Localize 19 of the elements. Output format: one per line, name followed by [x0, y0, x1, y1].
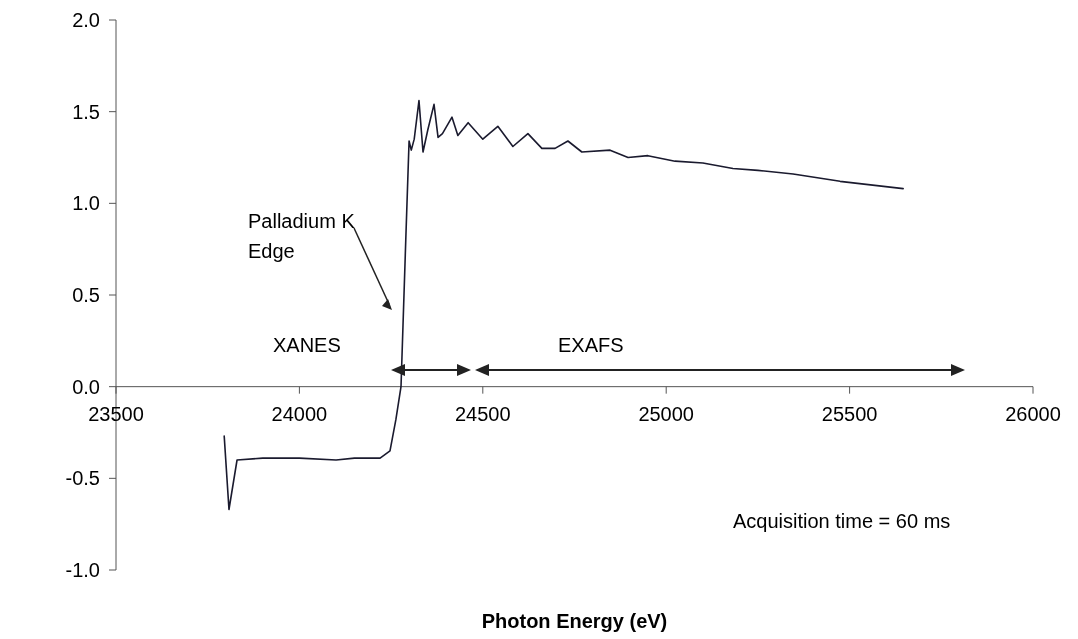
annotation: XANES	[273, 334, 341, 356]
y-tick-label: -0.5	[65, 467, 100, 490]
line-series	[223, 99, 904, 511]
x-tick-label: 26000	[1005, 402, 1061, 425]
x-tick-label: 25000	[638, 402, 695, 425]
x-axis-title: Photon Energy (eV)	[481, 610, 668, 632]
annotation: EXAFS	[558, 334, 624, 356]
x-tick-label: 23500	[88, 402, 144, 425]
x-tick-label: 25500	[821, 402, 878, 425]
y-tick-label: 1.0	[72, 192, 100, 215]
x-tick-label: 24000	[271, 402, 328, 425]
annotation: Acquisition time = 60 ms	[733, 510, 951, 532]
x-tick-label: 24500	[454, 402, 511, 425]
y-tick-label: 1.5	[72, 100, 100, 123]
y-tick-label: 0.5	[72, 284, 100, 306]
y-tick-label: 0.0	[72, 375, 100, 398]
y-tick-label: 2.0	[72, 9, 100, 31]
annotation: Palladium K Edge	[248, 210, 356, 262]
y-tick-label: -1.0	[65, 559, 100, 581]
